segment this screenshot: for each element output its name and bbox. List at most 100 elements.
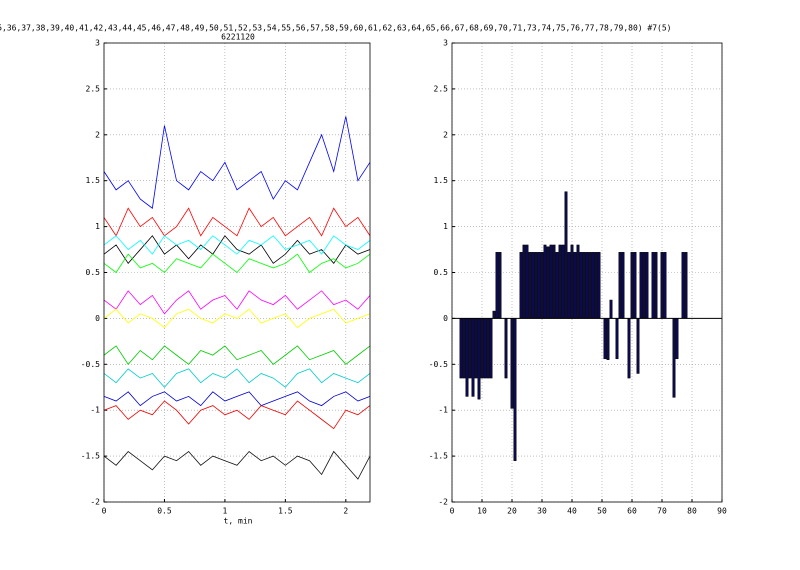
bar — [615, 318, 619, 360]
y-tick-label: 0.5 — [434, 268, 449, 277]
series-line — [103, 235, 371, 255]
series-line — [103, 116, 371, 209]
x-tick-label: 0 — [102, 507, 107, 516]
bar — [582, 252, 586, 319]
y-tick-label: -1.5 — [429, 452, 448, 461]
x-tick-label: 20 — [507, 507, 517, 516]
bar — [546, 246, 550, 319]
subtitle: 6221120 — [221, 33, 255, 42]
bar — [675, 318, 679, 360]
bar — [561, 244, 565, 319]
title: 22,23,24,25,26,27,28,29,30,31,32,33,34,3… — [0, 24, 671, 33]
bar — [522, 244, 526, 319]
bar — [525, 244, 529, 319]
y-tick-label: 0 — [443, 314, 448, 323]
x-tick-label: 2 — [343, 507, 348, 516]
bar — [492, 310, 496, 319]
bar — [564, 191, 568, 319]
x-tick-label: 40 — [567, 507, 577, 516]
bar — [495, 252, 499, 319]
bar — [477, 318, 481, 400]
bar — [483, 318, 487, 379]
bar — [684, 252, 688, 319]
y-tick-label: -0.5 — [429, 360, 448, 369]
bar — [585, 252, 589, 319]
bar — [510, 318, 514, 409]
x-tick-label: 1 — [222, 507, 227, 516]
bar — [660, 252, 664, 319]
y-tick-label: -1 — [90, 406, 100, 415]
bar — [654, 252, 658, 319]
x-tick-label: 0 — [450, 507, 455, 516]
bar — [672, 318, 676, 398]
bar — [531, 252, 535, 319]
bar — [552, 244, 556, 319]
series-line — [103, 368, 371, 388]
y-tick-label: -2 — [438, 498, 448, 507]
y-tick-label: 3 — [95, 39, 100, 48]
bar — [576, 244, 580, 319]
y-tick-label: 1.5 — [434, 176, 449, 185]
series-line — [103, 253, 371, 274]
series-line — [103, 391, 371, 407]
bar — [465, 318, 469, 397]
bar — [555, 252, 559, 319]
series-line — [103, 450, 371, 480]
y-tick-label: 0 — [95, 314, 100, 323]
series-line — [103, 290, 371, 315]
bar — [543, 244, 547, 319]
series-line — [103, 235, 371, 264]
bar — [486, 318, 490, 379]
bar — [540, 252, 544, 319]
bar — [504, 318, 508, 379]
bar — [636, 318, 640, 374]
bar — [528, 252, 532, 319]
y-tick-label: 1 — [95, 222, 100, 231]
y-tick-label: 3 — [443, 39, 448, 48]
y-tick-label: 2.5 — [434, 84, 449, 93]
series-line — [103, 400, 371, 430]
y-tick-label: -1.5 — [81, 452, 100, 461]
bar — [474, 318, 478, 379]
bar — [603, 318, 607, 360]
bar — [606, 318, 610, 360]
x-tick-label: 50 — [597, 507, 607, 516]
bar — [609, 299, 613, 319]
bar — [681, 252, 685, 319]
bar — [480, 318, 484, 379]
y-tick-label: 1 — [443, 222, 448, 231]
axes-box — [103, 42, 371, 503]
axes-box — [451, 42, 723, 503]
bar — [573, 252, 577, 319]
x-tick-label: 30 — [537, 507, 547, 516]
y-tick-label: -2 — [90, 498, 100, 507]
series-line — [103, 308, 371, 329]
y-tick-label: -1 — [438, 406, 448, 415]
bar — [645, 252, 649, 319]
bar — [663, 252, 667, 319]
bar — [567, 252, 571, 319]
x-tick-label: 1.5 — [278, 507, 293, 516]
bar — [459, 318, 463, 379]
bar — [534, 252, 538, 319]
x-tick-label: 0.5 — [157, 507, 172, 516]
bar — [579, 252, 583, 319]
bar — [549, 244, 553, 319]
x-tick-label: 60 — [627, 507, 637, 516]
y-tick-label: 2 — [95, 130, 100, 139]
bar — [642, 252, 646, 319]
bar — [570, 244, 574, 319]
bar — [639, 252, 643, 319]
bar — [468, 318, 472, 379]
bar — [627, 318, 631, 379]
bar — [630, 252, 634, 319]
bar — [594, 252, 598, 319]
bar — [597, 252, 601, 319]
bar — [618, 252, 622, 319]
bar — [621, 252, 625, 319]
x-tick-label: 10 — [477, 507, 487, 516]
bar — [471, 318, 475, 397]
y-tick-label: -0.5 — [81, 360, 100, 369]
